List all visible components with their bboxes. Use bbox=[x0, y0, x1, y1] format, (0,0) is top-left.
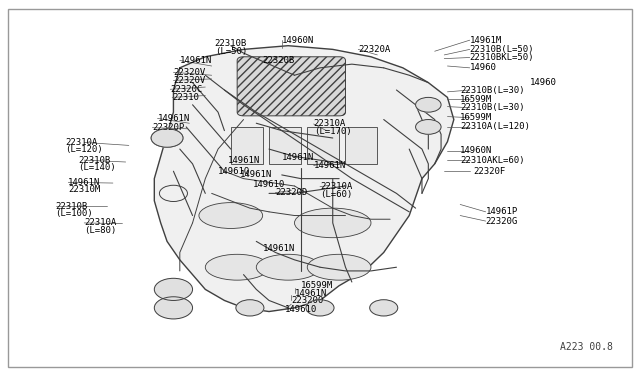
Circle shape bbox=[154, 297, 193, 319]
Polygon shape bbox=[154, 46, 454, 311]
Circle shape bbox=[370, 300, 397, 316]
Text: 22310A(L=120): 22310A(L=120) bbox=[460, 122, 530, 131]
Text: 22320C: 22320C bbox=[170, 85, 202, 94]
Ellipse shape bbox=[294, 208, 371, 238]
Text: 22320P: 22320P bbox=[152, 123, 185, 132]
Text: 14961M: 14961M bbox=[470, 36, 502, 45]
Circle shape bbox=[151, 129, 183, 147]
Text: 22320V: 22320V bbox=[173, 68, 205, 77]
Text: 16599M: 16599M bbox=[460, 95, 492, 104]
Text: 22310B: 22310B bbox=[56, 202, 88, 211]
Text: 22310B(L=50): 22310B(L=50) bbox=[470, 45, 534, 54]
Text: 22320G: 22320G bbox=[486, 217, 518, 225]
Text: (L=80): (L=80) bbox=[84, 226, 116, 235]
Text: 14961N: 14961N bbox=[157, 114, 189, 123]
Text: 22320F: 22320F bbox=[473, 167, 505, 176]
Text: 22310A: 22310A bbox=[320, 182, 352, 191]
Text: (L=50): (L=50) bbox=[214, 47, 247, 56]
Text: (L=170): (L=170) bbox=[314, 127, 351, 136]
Text: 22310B: 22310B bbox=[78, 155, 110, 165]
Text: 22320A: 22320A bbox=[358, 45, 390, 54]
Text: 14961N: 14961N bbox=[282, 153, 314, 162]
Text: 22310A: 22310A bbox=[65, 138, 97, 147]
Text: 16599M: 16599M bbox=[460, 113, 492, 122]
Text: 14960N: 14960N bbox=[282, 36, 314, 45]
Bar bbox=[269, 127, 301, 164]
Text: (L=100): (L=100) bbox=[56, 209, 93, 218]
Bar bbox=[231, 127, 262, 164]
Text: 22320V: 22320V bbox=[173, 76, 205, 85]
Text: 16599M: 16599M bbox=[301, 281, 333, 290]
Text: 14961P: 14961P bbox=[486, 207, 518, 217]
Text: 22310AKL=60): 22310AKL=60) bbox=[460, 155, 525, 165]
Text: 14961N: 14961N bbox=[314, 161, 346, 170]
Bar bbox=[346, 127, 378, 164]
Text: 22310B(L=30): 22310B(L=30) bbox=[460, 103, 525, 112]
Text: 22320B: 22320B bbox=[262, 56, 295, 65]
Ellipse shape bbox=[199, 203, 262, 228]
Text: 14961N: 14961N bbox=[68, 178, 100, 187]
Text: 22310M: 22310M bbox=[68, 185, 100, 194]
Text: 223200: 223200 bbox=[291, 296, 324, 305]
Circle shape bbox=[415, 119, 441, 134]
Text: 14960N: 14960N bbox=[460, 147, 492, 155]
Text: 22310B(L=30): 22310B(L=30) bbox=[460, 86, 525, 94]
Text: 22310A: 22310A bbox=[314, 119, 346, 128]
Text: 14961N: 14961N bbox=[228, 155, 260, 165]
Text: 14961N: 14961N bbox=[262, 244, 295, 253]
Text: 22310A: 22310A bbox=[84, 218, 116, 227]
Text: 14961N: 14961N bbox=[180, 56, 212, 65]
Circle shape bbox=[236, 300, 264, 316]
Ellipse shape bbox=[256, 254, 320, 280]
Text: 149610: 149610 bbox=[285, 305, 317, 314]
Text: A223 00.8: A223 00.8 bbox=[560, 342, 613, 352]
Text: 14960: 14960 bbox=[470, 63, 497, 72]
Text: 14961N: 14961N bbox=[294, 289, 327, 298]
Ellipse shape bbox=[307, 254, 371, 280]
FancyBboxPatch shape bbox=[237, 57, 346, 116]
Circle shape bbox=[151, 129, 183, 147]
Text: 14960: 14960 bbox=[531, 78, 557, 87]
Text: (L=60): (L=60) bbox=[320, 190, 352, 199]
Text: 14961N: 14961N bbox=[241, 170, 273, 179]
Text: 22320D: 22320D bbox=[275, 188, 308, 197]
Text: 149610: 149610 bbox=[253, 180, 285, 189]
Bar bbox=[307, 127, 339, 164]
Text: 22310BKL=50): 22310BKL=50) bbox=[470, 53, 534, 62]
Text: (L=120): (L=120) bbox=[65, 145, 103, 154]
Text: 14961Q: 14961Q bbox=[218, 167, 250, 176]
Text: (L=140): (L=140) bbox=[78, 163, 115, 172]
Circle shape bbox=[154, 278, 193, 301]
Text: 22310B: 22310B bbox=[214, 39, 247, 48]
Text: 22310: 22310 bbox=[172, 93, 199, 102]
Ellipse shape bbox=[205, 254, 269, 280]
Circle shape bbox=[306, 300, 334, 316]
Circle shape bbox=[415, 97, 441, 112]
